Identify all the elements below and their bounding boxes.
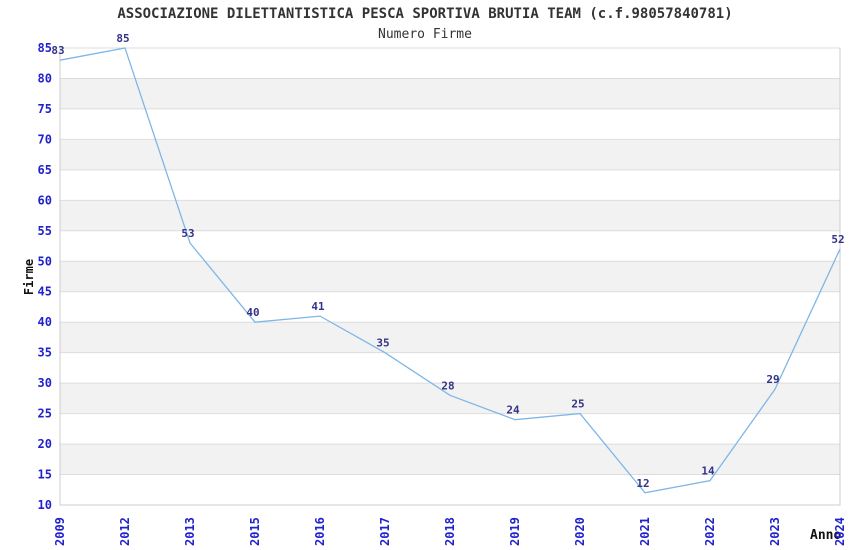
x-tick-label: 2024: [833, 517, 847, 546]
y-tick-label: 25: [38, 407, 52, 421]
x-tick-label: 2019: [508, 517, 522, 546]
y-tick-label: 70: [38, 132, 52, 146]
x-tick-label: 2016: [313, 517, 327, 546]
data-label: 35: [376, 337, 389, 350]
x-axis-title: Anno: [810, 528, 842, 543]
x-tick-label: 2023: [768, 517, 782, 546]
y-tick-label: 85: [38, 41, 52, 55]
y-tick-label: 10: [38, 498, 52, 512]
plot-frame: [59, 48, 841, 506]
x-tick-label: 2015: [248, 517, 262, 546]
data-line: [59, 47, 841, 494]
y-tick-label: 80: [38, 71, 52, 85]
data-label: 14: [701, 465, 715, 478]
y-tick-label: 55: [38, 224, 52, 238]
y-tick-label: 30: [38, 376, 52, 390]
plot-band: [60, 139, 840, 170]
data-label: 85: [116, 32, 129, 45]
x-tick-label: 2012: [118, 517, 132, 546]
data-label: 40: [246, 306, 259, 319]
plot-band: [60, 322, 840, 353]
data-label: 25: [571, 398, 584, 411]
plot-band: [60, 261, 840, 292]
y-tick-label: 35: [38, 346, 52, 360]
y-tick-label: 60: [38, 193, 52, 207]
data-label: 41: [311, 300, 325, 313]
x-tick-label: 2009: [53, 517, 67, 546]
y-tick-label: 15: [38, 468, 52, 482]
plot-band: [60, 444, 840, 475]
data-label: 12: [636, 477, 649, 490]
y-tick-label: 20: [38, 437, 52, 451]
data-label: 53: [181, 227, 194, 240]
x-tick-label: 2013: [183, 517, 197, 546]
y-tick-label: 40: [38, 315, 52, 329]
y-tick-label: 65: [38, 163, 52, 177]
x-tick-label: 2021: [638, 517, 652, 546]
x-tick-label: 2017: [378, 517, 392, 546]
data-label: 28: [441, 379, 454, 392]
x-tick-label: 2018: [443, 517, 457, 546]
chart-title: ASSOCIAZIONE DILETTANTISTICA PESCA SPORT…: [117, 6, 733, 22]
y-tick-label: 50: [38, 254, 52, 268]
y-tick-label: 75: [38, 102, 52, 116]
y-tick-label: 45: [38, 285, 52, 299]
data-label: 83: [51, 44, 64, 57]
data-label: 29: [766, 373, 779, 386]
x-tick-label: 2022: [703, 517, 717, 546]
chart-subtitle: Numero Firme: [378, 27, 472, 42]
data-label: 52: [831, 233, 844, 246]
plot-band: [60, 78, 840, 109]
plot-band: [60, 200, 840, 231]
data-label: 24: [506, 404, 520, 417]
x-tick-label: 2020: [573, 517, 587, 546]
plot-band: [60, 383, 840, 414]
